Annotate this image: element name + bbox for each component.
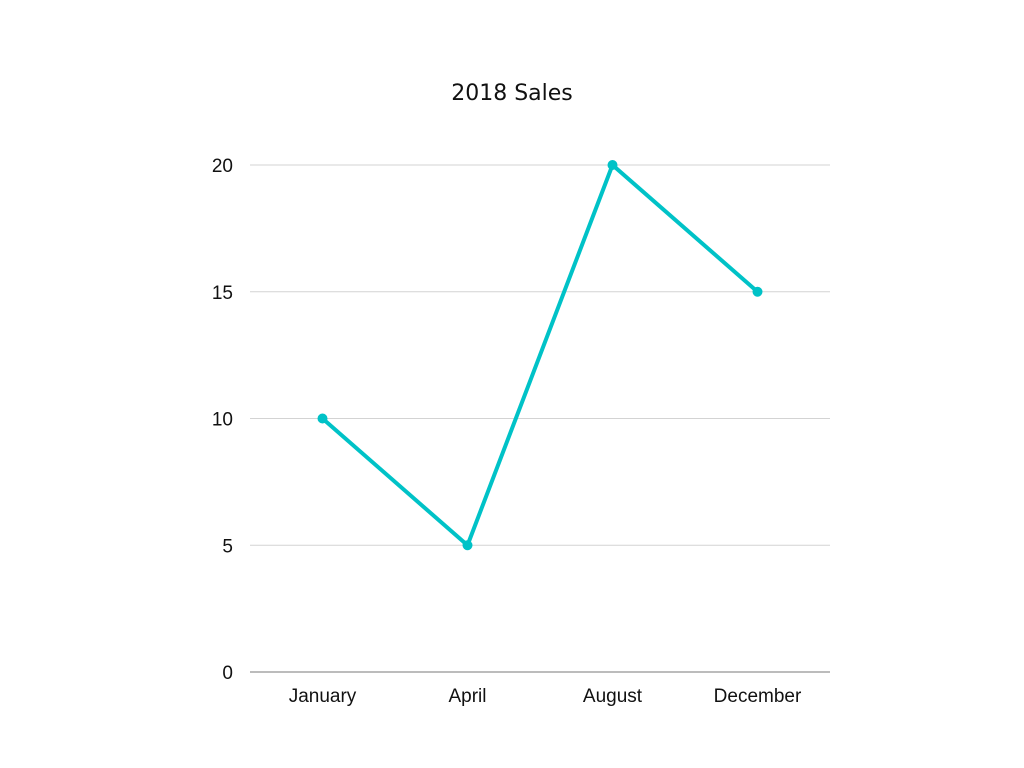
gridlines bbox=[250, 164, 830, 673]
series-line bbox=[320, 163, 760, 548]
series-layer bbox=[317, 160, 763, 551]
data-point bbox=[462, 540, 473, 551]
x-tick-label: April bbox=[448, 686, 486, 707]
data-point bbox=[752, 286, 763, 297]
x-tick-label: January bbox=[289, 686, 357, 707]
y-tick-label: 20 bbox=[212, 156, 233, 177]
y-axis-tick-labels: 0 5 10 15 20 bbox=[212, 156, 233, 684]
y-tick-label: 0 bbox=[222, 663, 233, 684]
x-tick-label: December bbox=[714, 686, 802, 707]
chart-title: 2018 Sales bbox=[451, 81, 573, 106]
x-tick-label: August bbox=[583, 686, 643, 707]
y-tick-label: 15 bbox=[212, 283, 233, 304]
x-axis-tick-labels: January April August December bbox=[289, 686, 802, 707]
y-tick-label: 10 bbox=[212, 410, 233, 431]
y-tick-label: 5 bbox=[222, 536, 233, 557]
data-point bbox=[607, 160, 618, 170]
data-point bbox=[317, 413, 328, 424]
